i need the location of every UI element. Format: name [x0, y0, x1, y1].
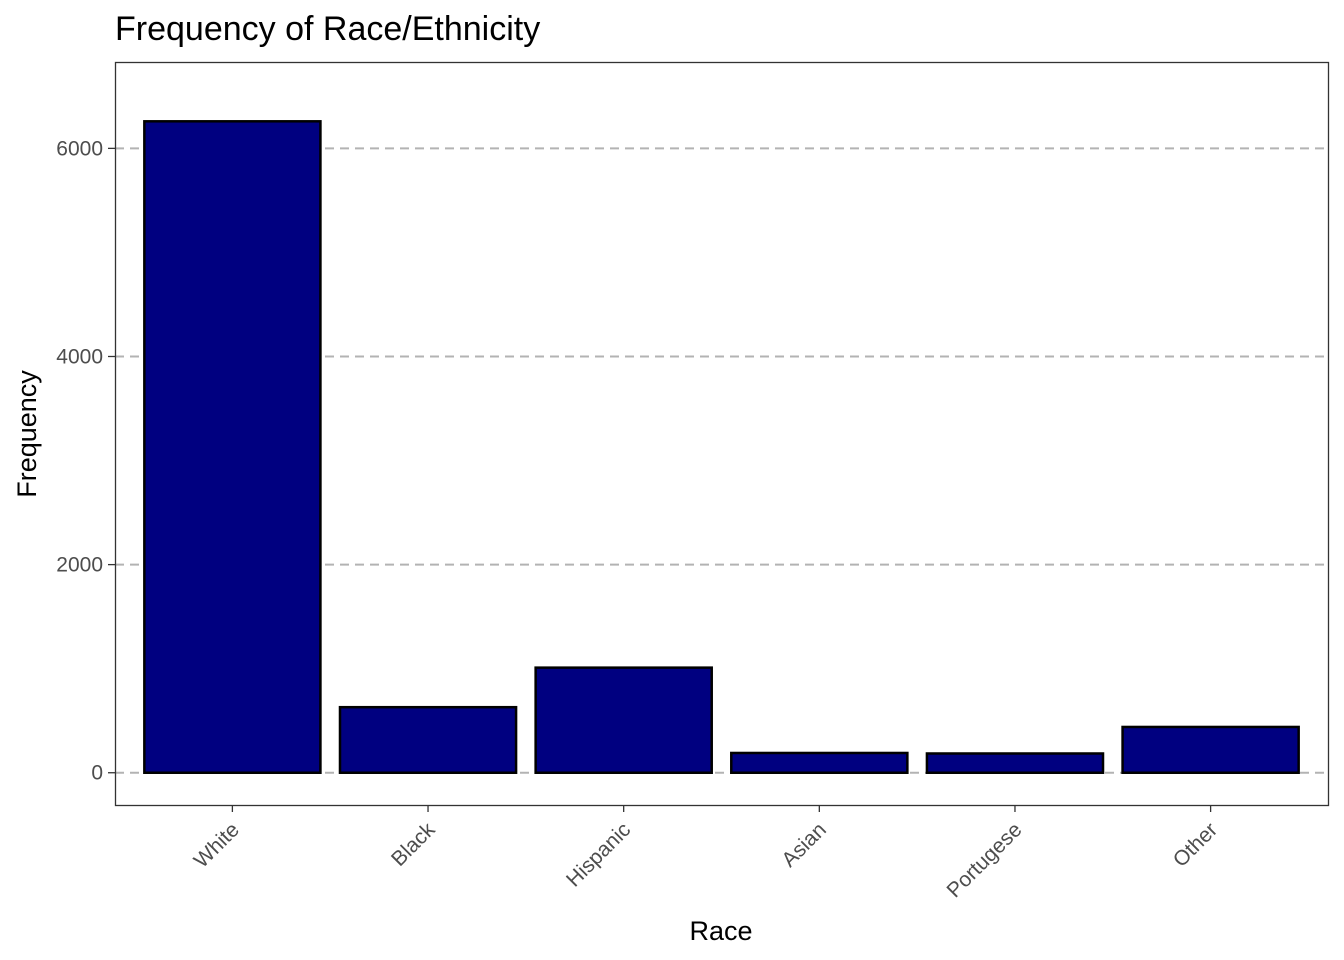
- chart-title: Frequency of Race/Ethnicity: [115, 10, 540, 48]
- bar-white: [143, 120, 322, 774]
- bar-black: [338, 705, 518, 774]
- x-tick-label: Hispanic: [562, 818, 635, 891]
- x-tick-label: Other: [1169, 818, 1222, 871]
- x-axis: White Black Hispanic Asian Portugese Other: [190, 805, 1222, 902]
- bars: [143, 120, 1300, 774]
- x-axis-title: Race: [689, 916, 752, 946]
- bar-portugese: [925, 752, 1105, 774]
- plot-panel: [114, 61, 1330, 807]
- bar-other: [1121, 725, 1300, 774]
- x-tick-label: Black: [387, 818, 440, 871]
- y-tick-label: 0: [91, 762, 103, 785]
- y-tick-label: 6000: [56, 137, 103, 160]
- x-tick-label: Portugese: [943, 818, 1027, 902]
- x-tick-label: White: [190, 818, 244, 872]
- y-tick-label: 4000: [56, 345, 103, 368]
- bar-hispanic: [534, 666, 713, 774]
- bar-asian: [730, 751, 909, 774]
- y-axis-title: Frequency: [12, 370, 42, 498]
- y-axis: 0 2000 4000 6000: [56, 137, 115, 785]
- x-tick-label: Asian: [777, 818, 830, 871]
- y-tick-label: 2000: [56, 554, 103, 577]
